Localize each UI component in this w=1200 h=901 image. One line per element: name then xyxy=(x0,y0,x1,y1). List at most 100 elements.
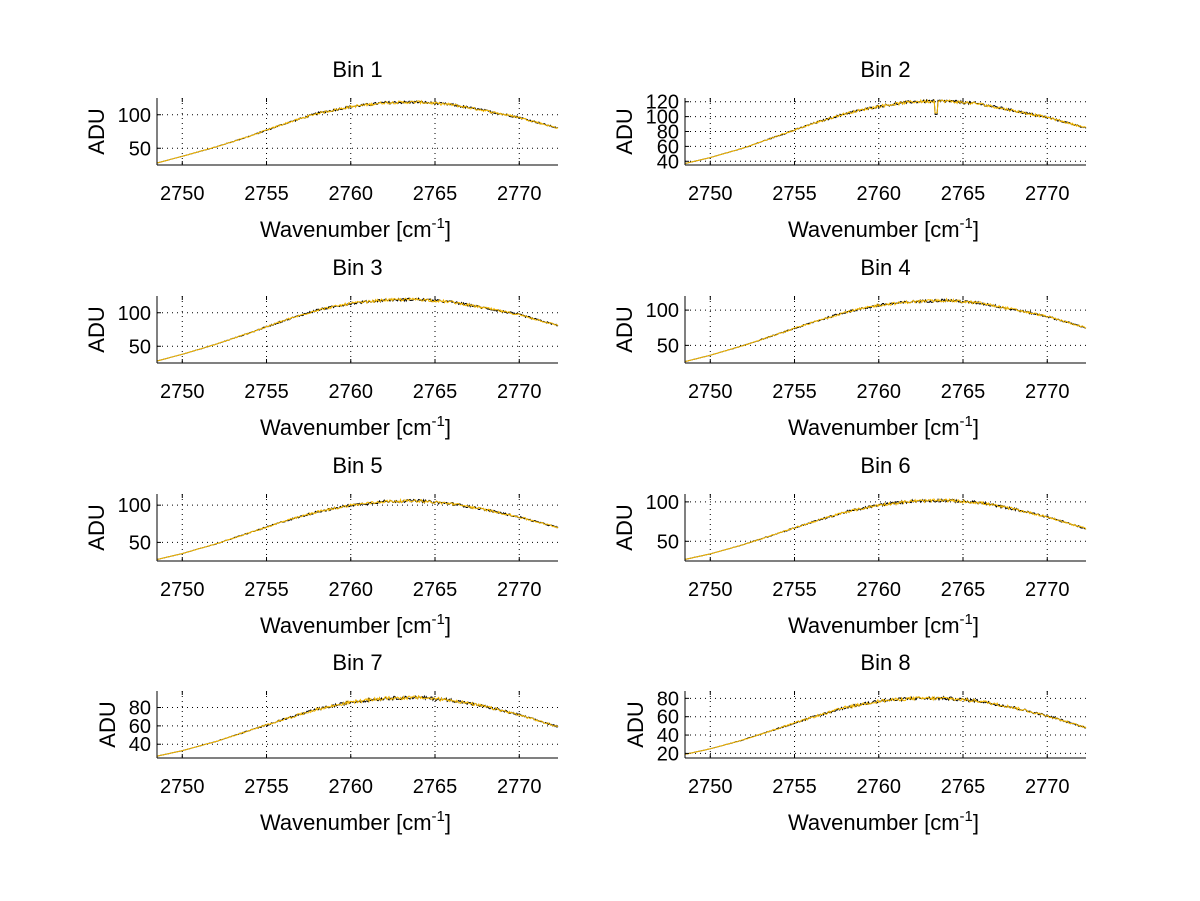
x-axis-label-superscript: -1 xyxy=(960,413,973,430)
x-tick-label: 2760 xyxy=(329,183,374,205)
x-tick-label: 2750 xyxy=(160,183,205,205)
x-axis-label-text: Wavenumber [cm xyxy=(260,810,432,835)
x-tick-label: 2755 xyxy=(772,381,817,403)
x-tick-label: 2770 xyxy=(497,183,542,205)
x-axis-label-bracket: ] xyxy=(445,613,451,638)
y-tick-label: 80 xyxy=(129,698,151,720)
x-tick-label: 2760 xyxy=(329,381,374,403)
y-tick-label: 100 xyxy=(646,107,679,129)
series-fit-line xyxy=(684,98,1087,164)
x-axis-label: Wavenumber [cm-1] xyxy=(260,808,451,835)
x-tick-label: 2765 xyxy=(413,579,458,601)
x-axis-label-text: Wavenumber [cm xyxy=(788,613,960,638)
x-axis-label-bracket: ] xyxy=(973,415,979,440)
x-axis-label-bracket: ] xyxy=(445,415,451,440)
y-axis-label: ADU xyxy=(84,306,109,352)
x-axis-label: Wavenumber [cm-1] xyxy=(260,413,451,440)
subplot-bin-5: 2750 2755 2760 2765 2770 50 100 Bin 5 Wavenumber… xyxy=(84,453,559,638)
subplot-title: Bin 6 xyxy=(860,453,910,478)
y-tick-label: 50 xyxy=(657,335,679,357)
y-axis-label: ADU xyxy=(612,504,637,550)
x-axis-label-text: Wavenumber [cm xyxy=(260,415,432,440)
x-axis-label: Wavenumber [cm-1] xyxy=(260,611,451,638)
x-tick-label: 2750 xyxy=(688,776,733,798)
y-tick-label: 50 xyxy=(657,531,679,553)
x-axis-label-superscript: -1 xyxy=(432,215,445,232)
x-tick-label: 2760 xyxy=(857,183,902,205)
x-axis-label-superscript: -1 xyxy=(960,215,973,232)
x-axis-label-text: Wavenumber [cm xyxy=(260,613,432,638)
x-tick-label: 2765 xyxy=(941,579,986,601)
x-tick-label: 2750 xyxy=(160,381,205,403)
x-axis-label: Wavenumber [cm-1] xyxy=(788,611,979,638)
y-tick-label: 100 xyxy=(118,105,151,127)
subplot-bin-6: 2750 2755 2760 2765 2770 50 100 Bin 6 Wavenumber… xyxy=(612,453,1087,638)
y-tick-label: 60 xyxy=(657,136,679,158)
y-tick-label: 40 xyxy=(129,734,151,756)
x-tick-label: 2765 xyxy=(941,381,986,403)
subplot-title: Bin 4 xyxy=(860,255,910,280)
x-axis-label-superscript: -1 xyxy=(432,808,445,825)
x-tick-label: 2760 xyxy=(329,579,374,601)
x-tick-label: 2755 xyxy=(772,579,817,601)
x-tick-label: 2760 xyxy=(857,776,902,798)
x-tick-label: 2755 xyxy=(244,579,289,601)
x-tick-label: 2765 xyxy=(941,776,986,798)
x-tick-label: 2770 xyxy=(1025,776,1070,798)
y-axis-label: ADU xyxy=(612,108,637,154)
x-tick-label: 2760 xyxy=(857,579,902,601)
y-tick-label: 60 xyxy=(657,707,679,729)
x-tick-label: 2770 xyxy=(1025,183,1070,205)
y-tick-label: 120 xyxy=(646,92,679,114)
x-tick-label: 2765 xyxy=(413,183,458,205)
x-axis-label-superscript: -1 xyxy=(432,413,445,430)
y-tick-label: 80 xyxy=(657,688,679,710)
x-tick-label: 2755 xyxy=(772,183,817,205)
x-tick-label: 2765 xyxy=(413,381,458,403)
x-tick-label: 2755 xyxy=(772,776,817,798)
x-tick-label: 2765 xyxy=(413,776,458,798)
y-axis-label: ADU xyxy=(612,306,637,352)
subplot-bin-3: 2750 2755 2760 2765 2770 50 100 Bin 3 Wavenumber… xyxy=(84,255,559,440)
y-tick-label: 100 xyxy=(118,495,151,517)
y-tick-label: 60 xyxy=(129,716,151,738)
series-fit-line xyxy=(684,695,1087,755)
x-axis-label-text: Wavenumber [cm xyxy=(260,217,432,242)
x-tick-label: 2760 xyxy=(857,381,902,403)
y-tick-label: 50 xyxy=(129,336,151,358)
x-tick-label: 2750 xyxy=(688,579,733,601)
x-tick-label: 2750 xyxy=(160,579,205,601)
subplot-title: Bin 7 xyxy=(332,650,382,675)
y-tick-label: 40 xyxy=(657,151,679,173)
x-axis-label: Wavenumber [cm-1] xyxy=(788,808,979,835)
x-tick-label: 2750 xyxy=(688,183,733,205)
y-tick-label: 50 xyxy=(129,532,151,554)
series-fit-line xyxy=(156,99,559,164)
series-fit-line xyxy=(156,694,559,757)
x-axis-label-bracket: ] xyxy=(973,810,979,835)
x-tick-label: 2770 xyxy=(1025,381,1070,403)
x-axis-label-bracket: ] xyxy=(445,810,451,835)
subplot-title: Bin 3 xyxy=(332,255,382,280)
x-tick-label: 2765 xyxy=(941,183,986,205)
y-tick-label: 80 xyxy=(657,122,679,144)
x-tick-label: 2755 xyxy=(244,381,289,403)
x-axis-label-bracket: ] xyxy=(445,217,451,242)
y-tick-label: 40 xyxy=(657,725,679,747)
x-axis-label-text: Wavenumber [cm xyxy=(788,415,960,440)
x-axis-label-superscript: -1 xyxy=(960,611,973,628)
y-tick-label: 100 xyxy=(646,492,679,514)
x-tick-label: 2770 xyxy=(497,776,542,798)
x-axis-label: Wavenumber [cm-1] xyxy=(788,413,979,440)
x-tick-label: 2770 xyxy=(497,381,542,403)
series-fit-line xyxy=(156,297,559,362)
x-tick-label: 2750 xyxy=(160,776,205,798)
x-axis-label-superscript: -1 xyxy=(960,808,973,825)
x-tick-label: 2770 xyxy=(497,579,542,601)
subplot-bin-1: 2750 2755 2760 2765 2770 50 100 Bin 1 Wavenumber… xyxy=(84,57,559,242)
